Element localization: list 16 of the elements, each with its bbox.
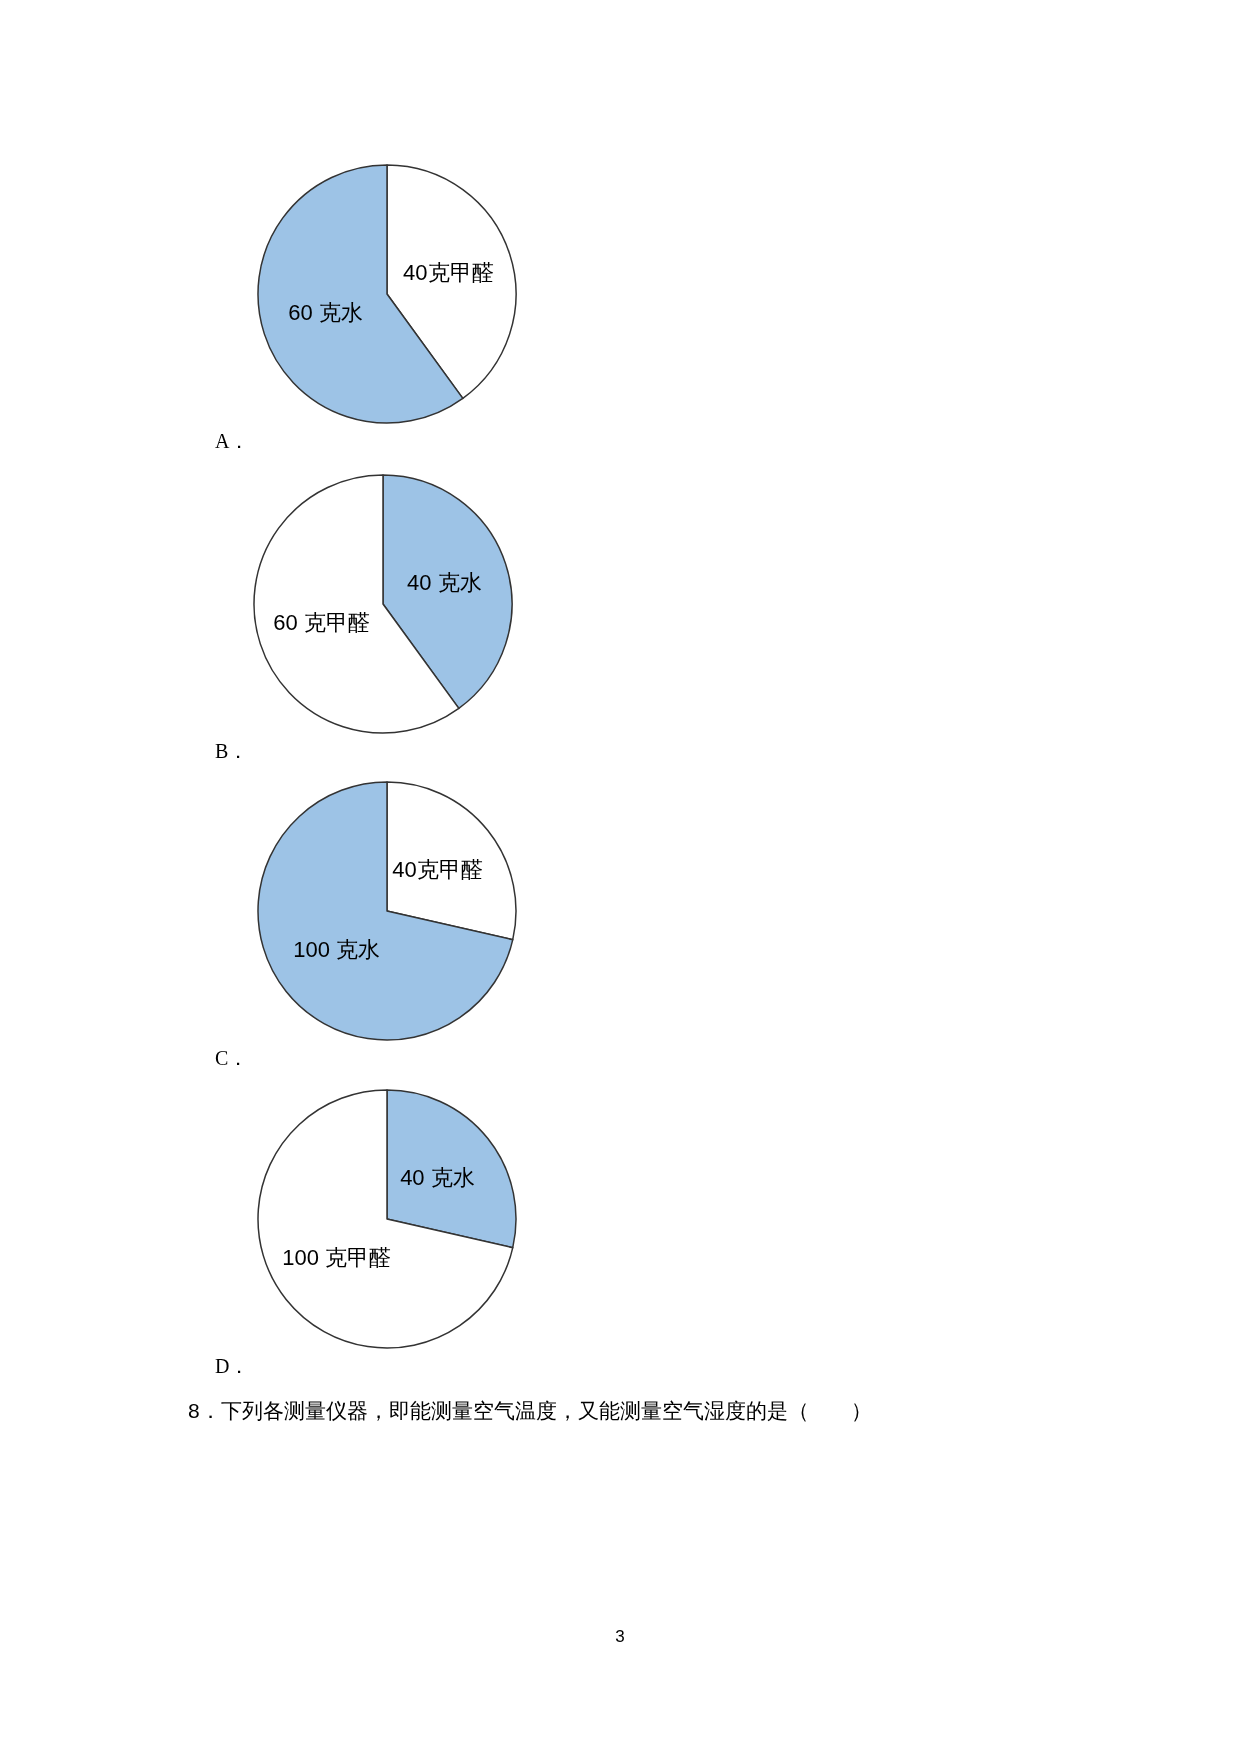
- text: D．: [215, 1354, 250, 1377]
- pie-slice: [257, 1089, 514, 1349]
- text: C．: [215, 1046, 249, 1069]
- text: 8．下列各测量仪器，即能测量空气温度，又能测量空气湿度的是（ ）: [188, 1398, 872, 1422]
- slice-label: 100 克甲醛: [282, 1245, 391, 1271]
- slice-label: 60 克水: [288, 299, 363, 325]
- text: 3: [615, 1627, 625, 1647]
- slice-label: 60 克甲醛: [273, 609, 370, 635]
- slice-label: 100 克水: [293, 937, 380, 963]
- slice-label: 40克甲醛: [403, 259, 494, 285]
- slice-label: 40 克水: [407, 569, 482, 595]
- pie-slice: [257, 781, 514, 1041]
- text: B．: [215, 739, 249, 762]
- text: A．: [215, 429, 250, 452]
- slice-label: 40克甲醛: [392, 856, 483, 882]
- slice-label: 40 克水: [400, 1164, 475, 1190]
